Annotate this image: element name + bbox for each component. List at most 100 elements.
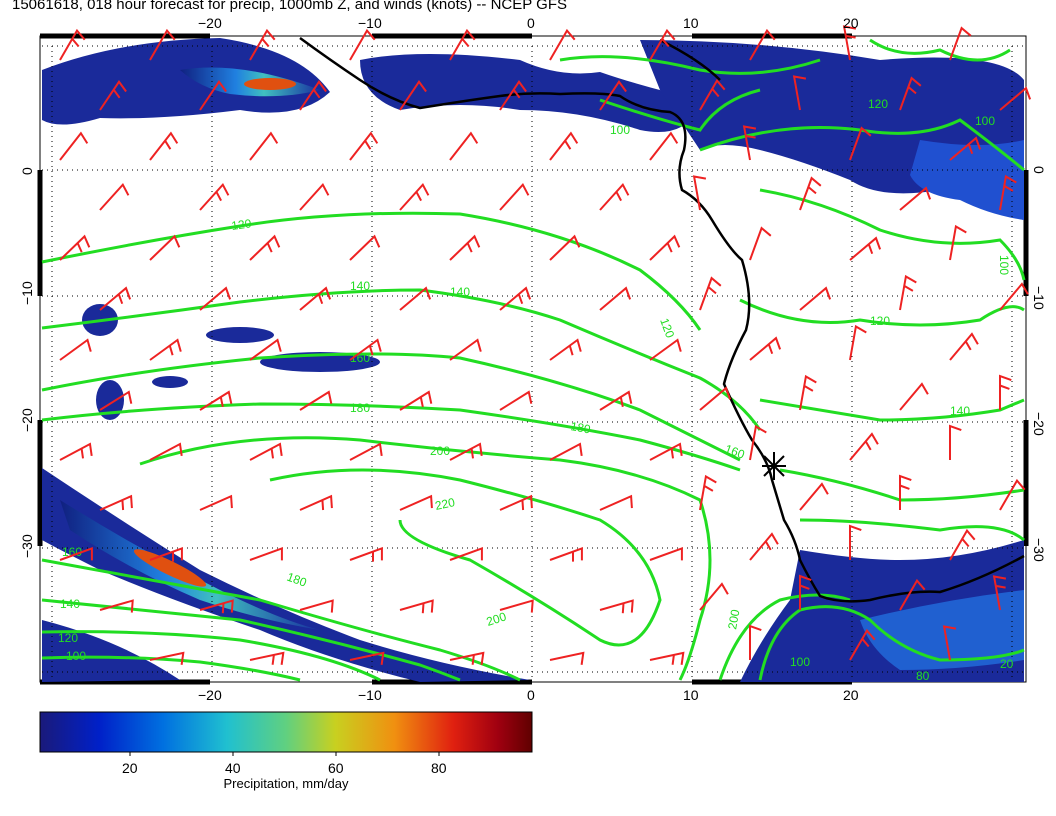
wind-barb: [699, 78, 726, 111]
wind-barb: [199, 599, 234, 614]
wind-barb: [949, 332, 979, 361]
lat-tick-label: −30: [19, 534, 35, 558]
wind-barb: [799, 482, 829, 511]
precip-band-northwest: [42, 38, 330, 125]
wind-barb: [549, 546, 583, 562]
lon-tick-labels-bottom: −20 −10 0 10 20: [198, 687, 859, 703]
contour-120: [41, 211, 702, 331]
wind-barb: [699, 276, 722, 311]
wind-barb: [59, 442, 93, 461]
wind-barb: [59, 131, 89, 161]
contour-label: 140: [350, 279, 370, 293]
wind-barb: [249, 442, 283, 461]
wind-barb: [399, 599, 434, 614]
wind-barb: [649, 651, 685, 665]
wind-barb: [742, 125, 757, 161]
lon-tick-label: 20: [843, 15, 859, 31]
wind-barb: [149, 131, 179, 161]
wind-barb: [449, 28, 476, 61]
wind-barb: [149, 651, 185, 665]
contour-land-4: [759, 398, 1025, 422]
wind-barb: [399, 182, 430, 211]
wind-barb: [99, 599, 134, 613]
contour-220-loop: [269, 468, 662, 647]
wind-barb: [749, 336, 782, 361]
contour-label: 180: [285, 570, 309, 590]
wind-barb: [499, 390, 533, 411]
wind-barb: [799, 374, 817, 411]
contour-180-north: [41, 402, 741, 472]
colorbar-tick-label: 60: [328, 760, 344, 776]
wind-barb: [599, 494, 633, 511]
colorbar: 20 40 60 80: [39, 711, 533, 776]
lon-tick-label: 20: [843, 687, 859, 703]
wind-barb: [399, 80, 427, 111]
colorbar-tick-label: 40: [225, 760, 241, 776]
wind-barb: [999, 374, 1012, 410]
wind-barb: [599, 599, 634, 614]
wind-barbs: [59, 25, 1032, 665]
wind-barb: [899, 76, 922, 111]
wind-barb: [699, 474, 717, 511]
wind-barb: [149, 28, 176, 61]
wind-barb: [599, 80, 627, 111]
wind-barb: [499, 182, 530, 211]
contour-label: 20: [1000, 657, 1014, 671]
wind-barb: [499, 599, 534, 613]
lat-tick-labels-left: 0 −10 −20 −30: [19, 167, 35, 558]
wind-barb: [249, 234, 281, 261]
contour-land-1: [699, 118, 1025, 172]
coastline-west-africa: [299, 36, 1025, 603]
wind-barb: [199, 80, 227, 111]
colorbar-gradient: [39, 711, 533, 753]
wind-barb: [942, 625, 957, 661]
wind-barb: [149, 234, 181, 261]
wind-barb: [499, 286, 532, 311]
wind-barb: [949, 136, 982, 161]
wind-barb: [692, 175, 707, 211]
colorbar-tick-label: 80: [431, 760, 447, 776]
wind-barb: [99, 390, 133, 411]
contour-label: 100: [610, 123, 630, 137]
wind-barb: [299, 80, 327, 111]
contour-label: 180: [350, 401, 370, 415]
wind-barb: [59, 234, 91, 261]
lat-tick-label: 0: [1031, 166, 1047, 174]
precip-hotspot-northwest: [244, 78, 296, 90]
wind-barb: [449, 442, 483, 461]
wind-barb: [349, 442, 383, 461]
wind-barb: [299, 494, 333, 511]
wind-barb: [299, 286, 332, 311]
wind-barb: [299, 182, 330, 211]
contour-label: 100: [975, 114, 995, 128]
wind-barb: [549, 338, 582, 361]
wind-barb: [999, 86, 1032, 111]
contour-labels: 120 140 140 160 180 180 200 220 180 200 …: [58, 97, 1014, 683]
wind-barb: [449, 338, 482, 361]
wind-barb: [449, 546, 483, 561]
lat-tick-label: −30: [1031, 538, 1047, 562]
wind-barb: [949, 528, 976, 561]
wind-barb: [699, 582, 729, 611]
contour-label: 220: [434, 495, 457, 513]
precip-band-south-west-edge: [42, 620, 180, 682]
wind-barb: [399, 286, 432, 311]
wind-barb: [799, 574, 812, 610]
wind-barb: [249, 131, 279, 161]
contour-label: 120: [868, 97, 888, 111]
wind-barb: [349, 234, 381, 261]
wind-barb: [999, 174, 1017, 211]
wind-barb: [99, 286, 132, 311]
wind-barb: [149, 546, 183, 562]
wind-barb: [749, 424, 767, 461]
wind-barb: [299, 390, 333, 411]
wind-barb: [249, 338, 282, 361]
height-contours: [41, 38, 1026, 682]
wind-barb: [649, 442, 683, 461]
wind-barb: [799, 176, 822, 211]
contour-label: 100: [66, 649, 86, 663]
wind-barb: [899, 186, 932, 211]
precip-patch-west-2: [206, 327, 274, 343]
wind-barb: [549, 651, 585, 665]
wind-barb: [899, 274, 917, 311]
